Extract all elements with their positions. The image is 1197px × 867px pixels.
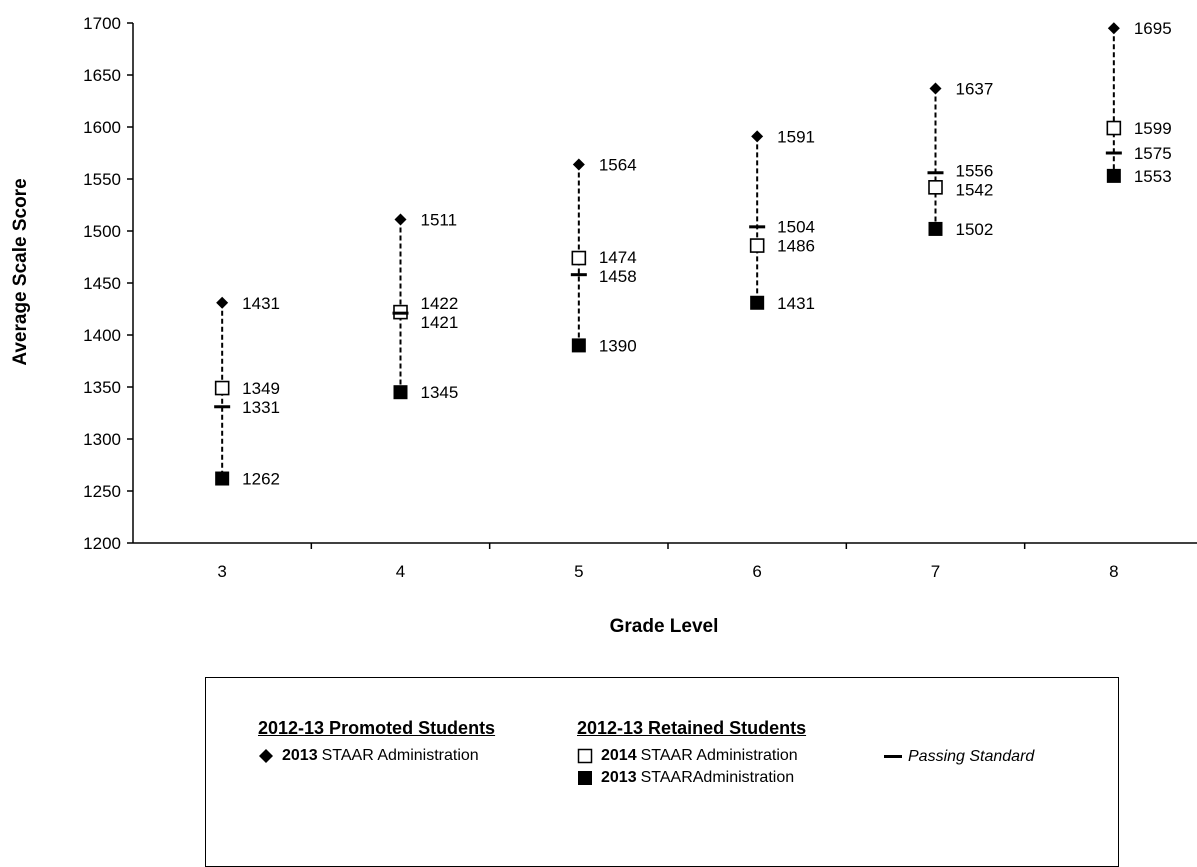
promoted-2013-marker (751, 130, 764, 143)
legend-retained-heading: 2012-13 Retained Students (577, 718, 807, 738)
retained-2014-marker (571, 250, 587, 266)
y-tick-label: 1200 (83, 534, 121, 553)
data-label: 1637 (956, 80, 994, 99)
legend-passing-group: Passing Standard (884, 746, 1034, 768)
data-label: 1591 (777, 127, 815, 146)
legend: 2012-13 Promoted Students 2013 STAAR Adm… (205, 677, 1119, 867)
x-axis-title: Grade Level (610, 616, 719, 637)
data-label: 1474 (599, 248, 637, 267)
y-axis-title: Average Scale Score (10, 178, 31, 365)
dash-icon (884, 749, 906, 765)
x-tick-label: 7 (931, 562, 940, 581)
passing-standard-marker (927, 171, 944, 175)
data-label: 1431 (777, 294, 815, 313)
retained-2013-marker (928, 221, 943, 236)
x-tick-label: 3 (217, 562, 226, 581)
data-label: 1458 (599, 267, 637, 286)
data-label: 1564 (599, 155, 637, 174)
retained-2014-marker (1106, 120, 1122, 136)
retained-2014-marker (749, 238, 765, 253)
legend-text: STAAR Administration (640, 747, 798, 764)
legend-text: Passing Standard (908, 748, 1035, 765)
promoted-2013-marker (394, 213, 407, 226)
legend-entry-passing-standard: Passing Standard (884, 746, 1034, 768)
passing-standard-marker (392, 311, 409, 315)
data-label: 1431 (242, 294, 280, 313)
data-label: 1390 (599, 336, 637, 355)
data-label: 1553 (1134, 167, 1172, 186)
data-label: 1575 (1134, 144, 1172, 163)
data-label: 1422 (421, 294, 459, 313)
data-label: 1504 (777, 218, 815, 237)
retained-2013-marker (393, 385, 408, 400)
chart: 1200 1250 1300 1350 1400 1450 1500 1550 1600 1650… (10, 14, 1197, 637)
y-tick-label: 1350 (83, 378, 121, 397)
x-tick-label: 6 (752, 562, 761, 581)
y-axis: 1200 1250 1300 1350 1400 1450 1500 1550 1600 1650… (83, 14, 134, 553)
passing-standard-marker (749, 225, 766, 229)
data-label: 1345 (421, 383, 459, 402)
legend-promoted-heading: 2012-13 Promoted Students (258, 718, 496, 738)
y-tick-label: 1600 (83, 118, 121, 137)
retained-2013-marker (571, 338, 586, 353)
data-label: 1349 (242, 379, 280, 398)
promoted-2013-marker (1107, 22, 1120, 35)
passing-standard-marker (1105, 151, 1122, 155)
legend-promoted-group: 2012-13 Promoted Students 2013 STAAR Adm… (258, 718, 495, 767)
y-tick-label: 1500 (83, 222, 121, 241)
data-label: 1695 (1134, 19, 1172, 38)
y-tick-label: 1450 (83, 274, 121, 293)
retained-2014-marker (214, 380, 230, 396)
data-label: 1556 (956, 162, 994, 181)
data-label: 1502 (956, 220, 994, 239)
legend-entry-retained-2014: 2014 STAAR Administration (577, 745, 806, 767)
y-tick-label: 1250 (83, 482, 121, 501)
y-tick-label: 1550 (83, 170, 121, 189)
legend-text: STAAR Administration (321, 747, 479, 764)
x-axis: 3 4 5 6 7 8 (133, 542, 1197, 581)
y-tick-label: 1650 (83, 66, 121, 85)
retained-2014-marker (928, 180, 943, 195)
legend-year: 2014 (601, 747, 637, 764)
data-label: 1542 (956, 181, 994, 200)
passing-standard-marker (214, 405, 231, 409)
data-label: 1421 (421, 313, 459, 332)
legend-entry-retained-2013: 2013 STAARAdministration (577, 767, 806, 789)
data-label: 1511 (421, 211, 458, 230)
promoted-2013-marker (216, 296, 229, 309)
x-tick-label: 4 (396, 562, 405, 581)
data-markers (214, 22, 1122, 486)
legend-year: 2013 (601, 769, 637, 786)
legend-year: 2013 (282, 747, 318, 764)
retained-2013-marker (750, 295, 765, 310)
legend-text: STAARAdministration (640, 769, 795, 786)
data-label: 1599 (1134, 119, 1172, 138)
data-label: 1262 (242, 470, 280, 489)
y-tick-label: 1400 (83, 326, 121, 345)
x-tick-label: 8 (1109, 562, 1118, 581)
filled-square-icon (577, 770, 599, 786)
legend-retained-group: 2012-13 Retained Students 2014 STAAR Adm… (577, 718, 806, 789)
x-tick-label: 5 (574, 562, 583, 581)
data-label: 1331 (242, 398, 280, 417)
y-tick-label: 1300 (83, 430, 121, 449)
retained-2013-marker (1106, 168, 1121, 183)
data-label: 1486 (777, 237, 815, 256)
promoted-2013-marker (929, 82, 942, 95)
legend-entry-promoted-2013: 2013 STAAR Administration (258, 745, 495, 767)
promoted-2013-marker (572, 158, 585, 171)
open-square-icon (577, 748, 599, 764)
retained-2013-marker (215, 471, 230, 486)
diamond-icon (258, 748, 280, 764)
passing-standard-marker (570, 273, 587, 277)
y-tick-label: 1700 (83, 14, 121, 33)
